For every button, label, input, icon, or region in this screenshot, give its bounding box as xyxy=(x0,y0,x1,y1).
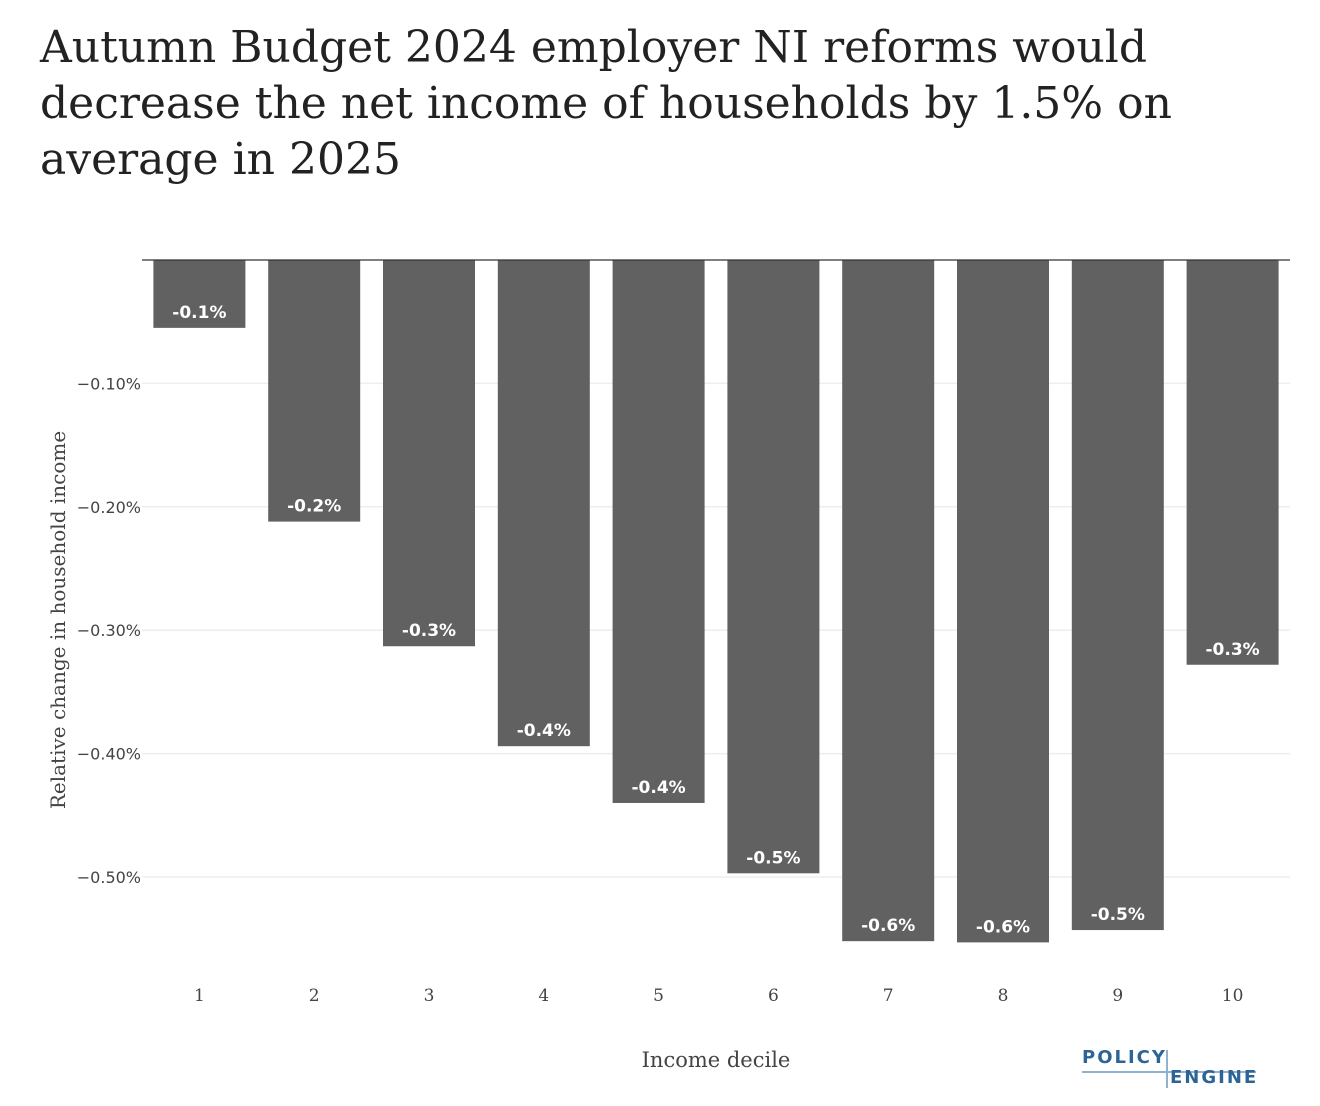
bar-data-label: -0.4% xyxy=(631,778,685,798)
bar xyxy=(497,260,590,747)
bar-data-label: -0.6% xyxy=(861,916,915,936)
x-tick-label: 2 xyxy=(309,986,320,1006)
bar xyxy=(1186,260,1279,665)
chart-title: Autumn Budget 2024 employer NI reforms w… xyxy=(40,22,1172,185)
bar-data-label: -0.6% xyxy=(976,917,1030,937)
bar xyxy=(268,260,361,522)
y-axis-ticks: −0.10% −0.20% −0.30% −0.40% −0.50% xyxy=(77,374,141,887)
policyengine-logo: POLICY ENGINE xyxy=(1082,1046,1262,1092)
bar-data-label: -0.5% xyxy=(746,848,800,868)
bar xyxy=(612,260,705,803)
bar-data-label: -0.4% xyxy=(517,721,571,741)
y-tick-label: −0.20% xyxy=(77,498,141,517)
bar xyxy=(1071,260,1164,931)
x-tick-label: 7 xyxy=(883,986,894,1006)
y-axis-label: Relative change in household income xyxy=(46,431,70,809)
bar xyxy=(383,260,475,647)
y-tick-label: −0.40% xyxy=(77,745,141,764)
bar-data-label: -0.1% xyxy=(172,303,226,323)
logo-rule-vertical xyxy=(1166,1050,1168,1088)
x-axis-label: Income decile xyxy=(642,1048,791,1072)
x-tick-label: 9 xyxy=(1112,986,1123,1006)
x-tick-label: 3 xyxy=(424,986,435,1006)
y-tick-label: −0.30% xyxy=(77,621,141,640)
y-tick-label: −0.10% xyxy=(77,374,141,393)
bar xyxy=(842,260,935,942)
logo-text-policy: POLICY xyxy=(1082,1047,1167,1068)
y-tick-label: −0.50% xyxy=(77,868,141,887)
bar-data-label: -0.3% xyxy=(402,621,456,641)
x-tick-label: 4 xyxy=(538,986,549,1006)
bars: -0.1% -0.2% -0.3% -0.4% -0.4% -0.5% -0.6% -0.6%… xyxy=(153,260,1279,943)
x-axis-ticks: 1 2 3 4 5 6 7 8 9 10 xyxy=(194,986,1243,1006)
x-tick-label: 8 xyxy=(998,986,1009,1006)
x-tick-label: 10 xyxy=(1222,986,1244,1006)
bar xyxy=(957,260,1049,943)
bar-data-label: -0.5% xyxy=(1091,905,1145,925)
x-tick-label: 6 xyxy=(768,986,779,1006)
bar xyxy=(153,260,246,328)
logo-rule-horizontal xyxy=(1082,1071,1256,1073)
bar xyxy=(727,260,820,874)
bar-data-label: -0.2% xyxy=(287,497,341,517)
logo-text-engine: ENGINE xyxy=(1170,1067,1259,1088)
bar-data-label: -0.3% xyxy=(1205,640,1259,660)
x-tick-label: 5 xyxy=(653,986,664,1006)
x-tick-label: 1 xyxy=(194,986,205,1006)
